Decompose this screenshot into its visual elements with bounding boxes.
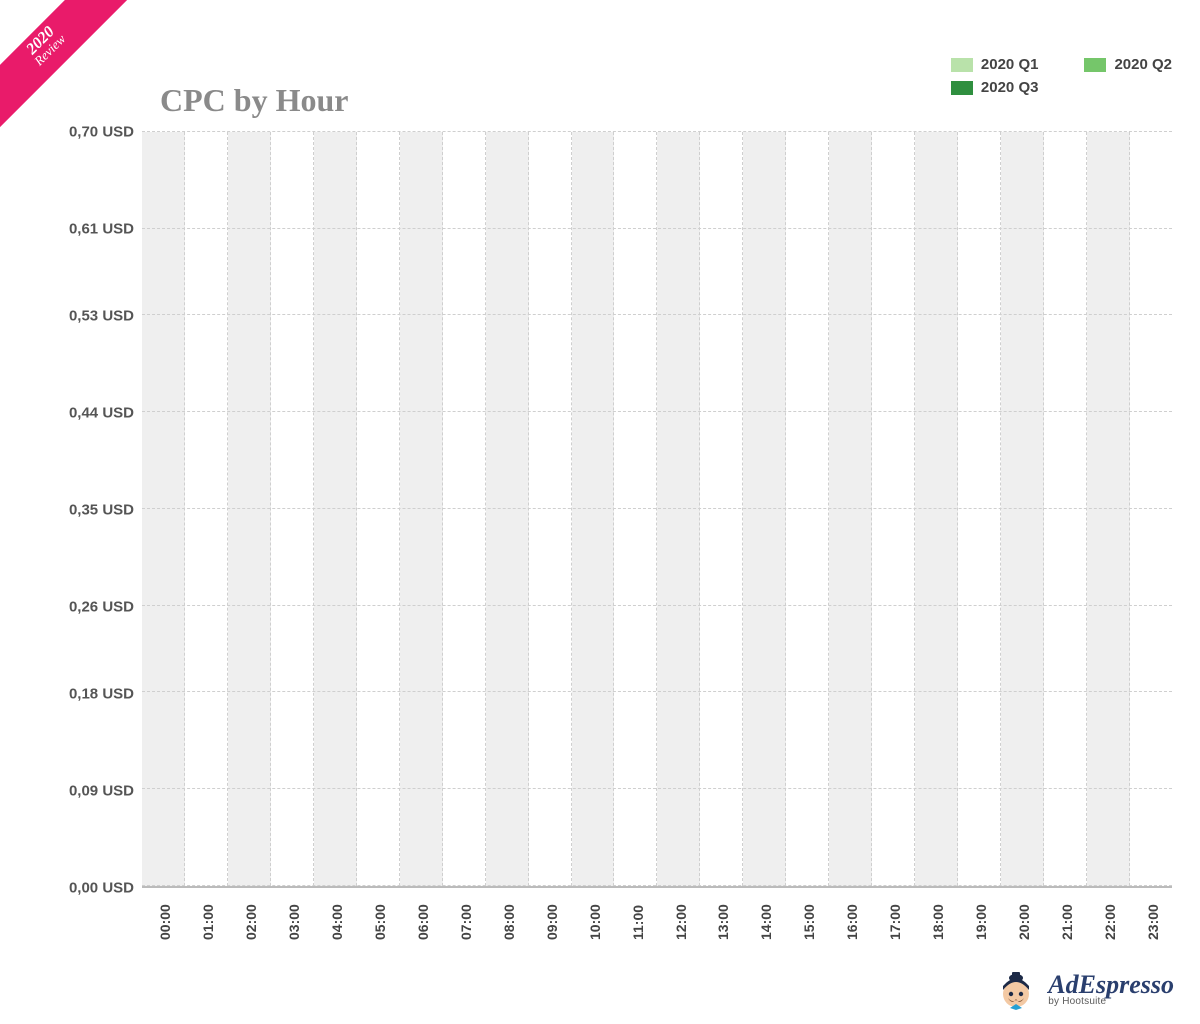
x-tick-label: 17:00 xyxy=(887,904,903,940)
x-tick-label: 08:00 xyxy=(501,904,517,940)
x-tick-label: 00:00 xyxy=(157,904,173,940)
legend-item: 2020 Q1 xyxy=(951,56,1039,73)
brand-footer: AdEspresso by Hootsuite xyxy=(994,968,1174,1012)
x-tick: 05:00 xyxy=(357,904,400,984)
brand-byline: by Hootsuite xyxy=(1048,996,1106,1007)
x-tick: 08:00 xyxy=(485,904,528,984)
y-tick-label: 0,44 USD xyxy=(69,404,134,421)
legend-label: 2020 Q3 xyxy=(981,79,1039,96)
x-tick-label: 05:00 xyxy=(372,904,388,940)
brand-name: AdEspresso xyxy=(1048,973,1174,996)
adespresso-mascot-icon xyxy=(994,968,1038,1012)
legend-label: 2020 Q2 xyxy=(1114,56,1172,73)
y-tick-label: 0,18 USD xyxy=(69,685,134,702)
x-tick-label: 22:00 xyxy=(1102,904,1118,940)
x-tick: 18:00 xyxy=(915,904,958,984)
x-tick-label: 14:00 xyxy=(758,904,774,940)
x-tick: 06:00 xyxy=(400,904,443,984)
x-tick-label: 15:00 xyxy=(801,904,817,940)
x-tick: 10:00 xyxy=(571,904,614,984)
legend-swatch xyxy=(951,81,973,95)
y-tick-label: 0,61 USD xyxy=(69,221,134,238)
x-tick-label: 01:00 xyxy=(200,904,216,940)
legend-item: 2020 Q3 xyxy=(951,79,1039,96)
x-tick: 15:00 xyxy=(786,904,829,984)
x-tick-label: 18:00 xyxy=(930,904,946,940)
x-tick-label: 16:00 xyxy=(844,904,860,940)
x-tick: 11:00 xyxy=(614,904,657,984)
legend-label: 2020 Q1 xyxy=(981,56,1039,73)
chart-legend: 2020 Q1 2020 Q2 2020 Q3 xyxy=(951,56,1172,96)
x-tick-label: 11:00 xyxy=(630,905,646,940)
x-tick-label: 19:00 xyxy=(973,904,989,940)
y-tick-label: 0,70 USD xyxy=(69,124,134,141)
ribbon-subtitle: Review xyxy=(0,0,125,125)
x-tick-label: 12:00 xyxy=(673,904,689,940)
x-tick: 09:00 xyxy=(528,904,571,984)
x-tick-label: 20:00 xyxy=(1016,904,1032,940)
chart-title: CPC by Hour xyxy=(160,82,348,119)
x-tick: 14:00 xyxy=(743,904,786,984)
x-tick: 00:00 xyxy=(142,904,185,984)
review-ribbon: 2020 Review xyxy=(0,0,140,140)
y-tick-label: 0,53 USD xyxy=(69,307,134,324)
y-tick-label: 0,09 USD xyxy=(69,782,134,799)
x-tick: 12:00 xyxy=(657,904,700,984)
x-tick-label: 13:00 xyxy=(715,904,731,940)
x-tick-label: 07:00 xyxy=(458,904,474,940)
y-tick-label: 0,35 USD xyxy=(69,502,134,519)
bar-groups xyxy=(142,132,1172,886)
x-tick: 17:00 xyxy=(872,904,915,984)
ribbon-band: 2020 Review xyxy=(0,0,134,134)
x-tick: 03:00 xyxy=(271,904,314,984)
brand-text: AdEspresso by Hootsuite xyxy=(1048,973,1174,1007)
legend-item: 2020 Q2 xyxy=(1084,56,1172,73)
x-tick-label: 10:00 xyxy=(587,904,603,940)
x-tick-label: 21:00 xyxy=(1059,904,1075,940)
x-tick-label: 06:00 xyxy=(415,904,431,940)
x-tick: 02:00 xyxy=(228,904,271,984)
x-tick: 13:00 xyxy=(700,904,743,984)
plot-area xyxy=(142,132,1172,888)
x-tick: 16:00 xyxy=(829,904,872,984)
x-tick: 01:00 xyxy=(185,904,228,984)
x-tick-label: 02:00 xyxy=(243,904,259,940)
cpc-by-hour-chart: 0,00 USD0,09 USD0,18 USD0,26 USD0,35 USD… xyxy=(32,132,1172,888)
x-tick-label: 03:00 xyxy=(286,904,302,940)
x-tick: 04:00 xyxy=(314,904,357,984)
y-tick-label: 0,00 USD xyxy=(69,880,134,897)
y-axis: 0,00 USD0,09 USD0,18 USD0,26 USD0,35 USD… xyxy=(32,132,142,888)
ribbon-year: 2020 xyxy=(0,0,117,117)
legend-swatch xyxy=(951,58,973,72)
x-tick-label: 09:00 xyxy=(544,904,560,940)
legend-swatch xyxy=(1084,58,1106,72)
x-tick: 07:00 xyxy=(442,904,485,984)
y-tick-label: 0,26 USD xyxy=(69,599,134,616)
x-tick-label: 04:00 xyxy=(329,904,345,940)
x-tick-label: 23:00 xyxy=(1145,904,1161,940)
